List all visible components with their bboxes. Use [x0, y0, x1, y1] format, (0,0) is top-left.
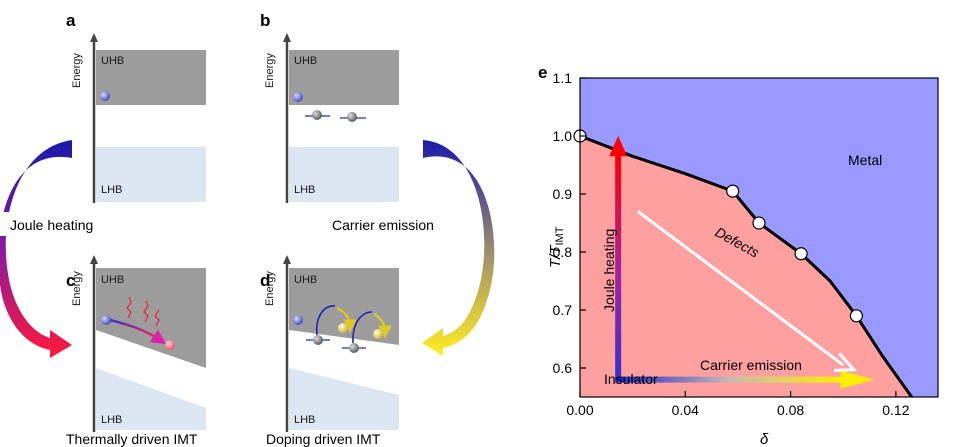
- x-tick-label: 0.04: [672, 402, 699, 418]
- lhb-label: LHB: [294, 414, 315, 426]
- energy-axis-arrowhead: [283, 255, 291, 264]
- plot-frame: [579, 77, 939, 398]
- energy-axis-arrowhead: [283, 33, 291, 42]
- energy-label: Energy: [71, 271, 83, 306]
- y-tick-label: 1.1: [553, 70, 573, 86]
- joule-heating-label: Joule heating: [10, 217, 93, 233]
- defects-diagonal-arrow: [637, 210, 845, 367]
- data-point: [794, 247, 808, 261]
- carrier-emission-label: Carrier emission: [332, 217, 434, 233]
- panel-letter-d: d: [260, 271, 270, 290]
- y-axis-label-main: T/T: [547, 244, 564, 268]
- emission-arrow: [315, 305, 336, 336]
- vertical-arrowhead: [609, 136, 628, 157]
- uhb-label: UHB: [294, 274, 317, 286]
- upper-hubbard-band: [96, 268, 206, 368]
- insulator-region: [580, 136, 938, 397]
- lhb-label: LHB: [294, 184, 315, 196]
- uhb-label: UHB: [101, 55, 124, 67]
- caption-d: Doping driven IMT: [266, 431, 381, 447]
- lower-hubbard-band: [289, 147, 399, 202]
- x-tick-label: 0.08: [777, 402, 804, 418]
- heat-squiggle: [154, 309, 160, 327]
- panel-letter-b: b: [260, 11, 270, 30]
- lhb-label: LHB: [101, 184, 122, 196]
- upper-hubbard-band: [289, 50, 399, 105]
- data-point: [726, 184, 740, 198]
- phase-diagram: e 0.00 0.04 0.08 0.12 0.6 0.7 0.8 0.9 1.0 1.1 Met…: [538, 63, 939, 447]
- uhb-label: UHB: [294, 55, 317, 67]
- upper-hubbard-band: [96, 50, 206, 105]
- donor-electron: [347, 112, 357, 122]
- y-tick-label: 0.8: [553, 244, 573, 260]
- panel-a: a Energy UHB LHB: [66, 11, 206, 203]
- lhb-label: LHB: [101, 414, 122, 426]
- data-point: [752, 216, 766, 230]
- carrier-emission-horizontal-arrow: [615, 376, 844, 383]
- insulator-label: Insulator: [604, 371, 658, 387]
- emitted-electron: [338, 323, 348, 333]
- hot-electron: [165, 340, 175, 350]
- electron: [100, 91, 110, 101]
- metal-label: Metal: [848, 152, 882, 168]
- caption-c: Thermally driven IMT: [66, 431, 198, 447]
- panel-letter-e: e: [538, 63, 547, 82]
- panel-letter-c: c: [66, 271, 75, 290]
- y-axis-label: T/TIMT: [547, 226, 566, 268]
- lower-hubbard-band: [96, 368, 206, 430]
- joule-heating-arrow: [0, 140, 72, 358]
- carrier-emission-arrow: [422, 140, 495, 356]
- x-tick-label: 0.12: [882, 402, 909, 418]
- horizontal-arrowhead: [840, 370, 875, 389]
- joule-heating-vertical-arrow: [615, 153, 622, 380]
- y-tick-label: 0.9: [553, 186, 573, 202]
- panel-c: c Energy UHB LHB Thermally driven IMT: [66, 255, 206, 447]
- defects-arrowhead: [833, 352, 858, 372]
- emission-arrow: [336, 307, 357, 333]
- heat-squiggle: [143, 300, 149, 323]
- y-tick-label: 0.7: [553, 302, 573, 318]
- emitted-electron: [373, 329, 383, 339]
- electron: [293, 92, 303, 102]
- x-tick-label: 0.00: [566, 402, 593, 418]
- lower-hubbard-band: [96, 147, 206, 202]
- phase-boundary-line: [580, 134, 913, 397]
- heat-squiggle: [126, 296, 132, 319]
- uhb-label: UHB: [101, 274, 124, 286]
- electron: [293, 315, 303, 325]
- data-point: [849, 309, 863, 323]
- energy-label: Energy: [71, 53, 83, 88]
- y-axis-label-sub: IMT: [554, 226, 566, 245]
- label-backdrop: [0, 212, 140, 236]
- y-tick-label: 0.6: [553, 360, 573, 376]
- right-curved-arrow: Carrier emission: [325, 140, 495, 356]
- electron: [101, 315, 111, 325]
- energy-axis-arrowhead: [90, 255, 98, 264]
- electron-path: [109, 318, 167, 345]
- panel-b: b Energy UHB LHB: [260, 11, 399, 203]
- energy-label: Energy: [264, 271, 276, 306]
- emission-arrow: [373, 313, 392, 339]
- joule-heating-annotation: Joule heating: [601, 229, 617, 312]
- label-backdrop: [325, 212, 473, 236]
- ionized-donor: [313, 335, 323, 345]
- panel-d: d Energy UHB LHB Doping driven IMT: [260, 255, 399, 447]
- energy-axis-arrowhead: [90, 33, 98, 42]
- left-curved-arrow: Joule heating: [0, 140, 140, 358]
- y-tick-label: 1.0: [553, 128, 573, 144]
- energy-label: Energy: [264, 53, 276, 88]
- ionized-donor: [349, 343, 359, 353]
- donor-electron: [312, 110, 322, 120]
- x-axis-label: δ: [760, 431, 769, 447]
- carrier-emission-annotation: Carrier emission: [700, 357, 802, 373]
- emission-arrow: [352, 311, 373, 344]
- panel-letter-a: a: [66, 11, 76, 30]
- lower-hubbard-band: [289, 368, 399, 430]
